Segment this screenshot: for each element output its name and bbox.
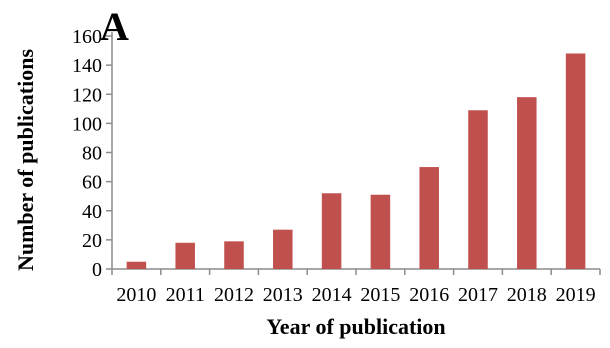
x-tick-label: 2016 (409, 284, 449, 306)
y-tick-label: 100 (72, 113, 102, 135)
bar-2012 (224, 241, 244, 269)
y-tick-label: 60 (82, 172, 102, 194)
x-tick-label: 2015 (360, 284, 400, 306)
bar-2013 (273, 229, 293, 269)
x-tick-label: 2017 (458, 284, 498, 306)
x-tick-label: 2012 (214, 284, 254, 306)
y-tick-label: 40 (82, 201, 102, 223)
bar-2018 (517, 97, 537, 269)
x-tick-label: 2013 (263, 284, 303, 306)
bar-2011 (175, 242, 195, 269)
x-tick-label: 2011 (166, 284, 205, 306)
bar-2014 (321, 193, 342, 269)
x-axis-title: Year of publication (266, 314, 445, 339)
bar-2019 (565, 53, 586, 269)
y-tick-label: 160 (72, 26, 102, 48)
x-axis-ticks: 2010 2011 2012 2013 2014 2015 2016 2017 2018 2019 (111, 269, 601, 306)
y-tick-label: 20 (82, 230, 102, 252)
bar-2015 (370, 194, 391, 269)
x-tick-label: 2018 (507, 284, 547, 306)
bar-2016 (419, 167, 439, 269)
y-axis-ticks: 0 20 40 60 80 100 120 140 160 (72, 26, 112, 281)
panel-label: A (100, 4, 129, 49)
y-axis-title: Number of publications (13, 49, 38, 272)
x-tick-label: 2010 (116, 284, 156, 306)
bar-2010 (126, 261, 147, 269)
y-tick-label: 0 (92, 259, 102, 281)
x-tick-label: 2019 (556, 284, 596, 306)
bars (126, 53, 586, 269)
bar-2017 (468, 110, 488, 269)
x-tick-label: 2014 (312, 284, 352, 306)
y-tick-label: 120 (72, 84, 102, 106)
y-tick-label: 80 (82, 143, 102, 165)
y-tick-label: 140 (72, 55, 102, 77)
